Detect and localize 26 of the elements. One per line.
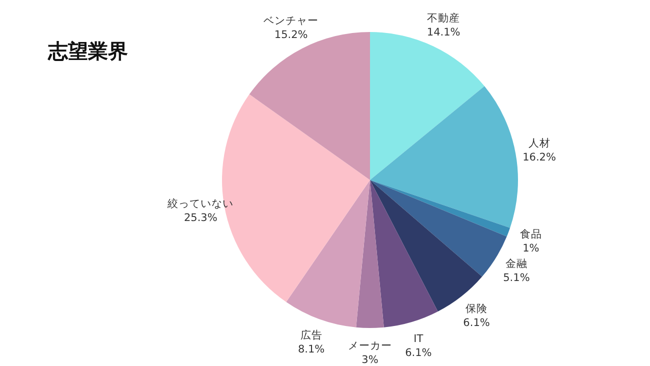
slice-label: IT xyxy=(414,333,424,346)
slice-label: 広告 xyxy=(300,328,322,342)
text: 志望業界 xyxy=(47,39,128,63)
data-label: 8.1% xyxy=(298,344,325,356)
slice-label: 不動産 xyxy=(427,12,460,25)
pie-slice xyxy=(370,180,438,328)
data-label: 16.2% xyxy=(522,151,556,164)
data-label: 6.1% xyxy=(405,347,432,360)
slice-label: ベンチャー xyxy=(264,15,319,28)
slice-label: 絞っていない xyxy=(166,197,234,210)
data-label: 15.2% xyxy=(274,29,308,42)
data-label: 25.3% xyxy=(184,212,218,224)
slice-label: 食品 xyxy=(520,228,542,241)
slice-label: メーカー xyxy=(348,340,392,352)
pie-slice xyxy=(222,94,370,302)
pie-slice xyxy=(370,86,518,228)
data-label: 5.1% xyxy=(503,272,530,284)
pie-slice xyxy=(370,180,510,237)
data-label: 1% xyxy=(522,242,540,255)
data-label: 6.1% xyxy=(463,317,490,330)
slice-label: 保険 xyxy=(466,303,488,316)
pie-slice xyxy=(356,180,384,328)
slice-label: 人材 xyxy=(528,136,550,150)
data-label: 3% xyxy=(362,354,378,366)
slice-label: 金融 xyxy=(505,258,528,270)
data-label: 14.1% xyxy=(426,26,460,39)
